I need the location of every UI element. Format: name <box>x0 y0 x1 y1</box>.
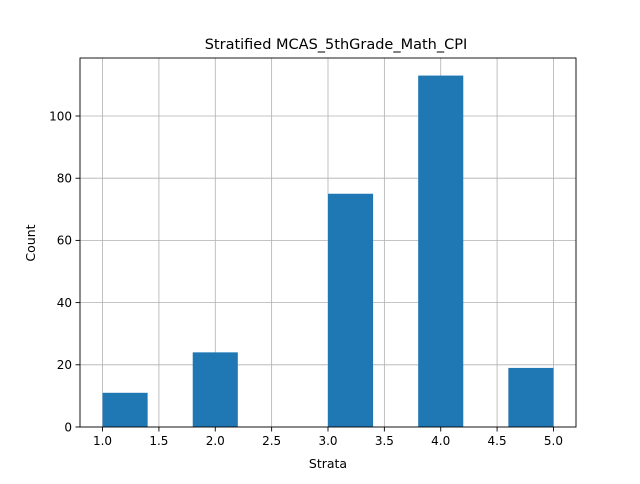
x-axis-label: Strata <box>309 456 347 471</box>
y-tick-label: 40 <box>57 296 72 310</box>
y-axis-label: Count <box>23 224 38 261</box>
x-tick-label: 1.5 <box>149 434 168 448</box>
y-axis-ticks: 0 20 40 60 80 100 <box>49 109 80 434</box>
histogram-bar <box>328 193 374 427</box>
x-tick-label: 1.0 <box>93 434 112 448</box>
x-axis-ticks: 1.0 1.5 2.0 2.5 3.0 3.5 4.0 4.5 5.0 <box>93 427 563 448</box>
x-tick-label: 5.0 <box>544 434 563 448</box>
y-tick-label: 20 <box>57 358 72 372</box>
x-tick-label: 2.5 <box>262 434 281 448</box>
histogram-bar <box>102 392 148 427</box>
y-tick-label: 60 <box>57 234 72 248</box>
histogram-bar <box>418 75 464 428</box>
x-tick-label: 4.5 <box>488 434 507 448</box>
x-tick-label: 4.0 <box>431 434 450 448</box>
y-tick-label: 80 <box>57 172 72 186</box>
chart-title: Stratified MCAS_5thGrade_Math_CPI <box>205 37 468 53</box>
histogram-bar <box>192 352 238 427</box>
x-tick-label: 3.0 <box>318 434 337 448</box>
y-tick-label: 100 <box>49 109 72 123</box>
bars-group <box>102 75 554 428</box>
y-tick-label: 0 <box>64 420 72 434</box>
x-tick-label: 3.5 <box>375 434 394 448</box>
x-tick-label: 2.0 <box>206 434 225 448</box>
histogram-bar <box>508 367 554 427</box>
